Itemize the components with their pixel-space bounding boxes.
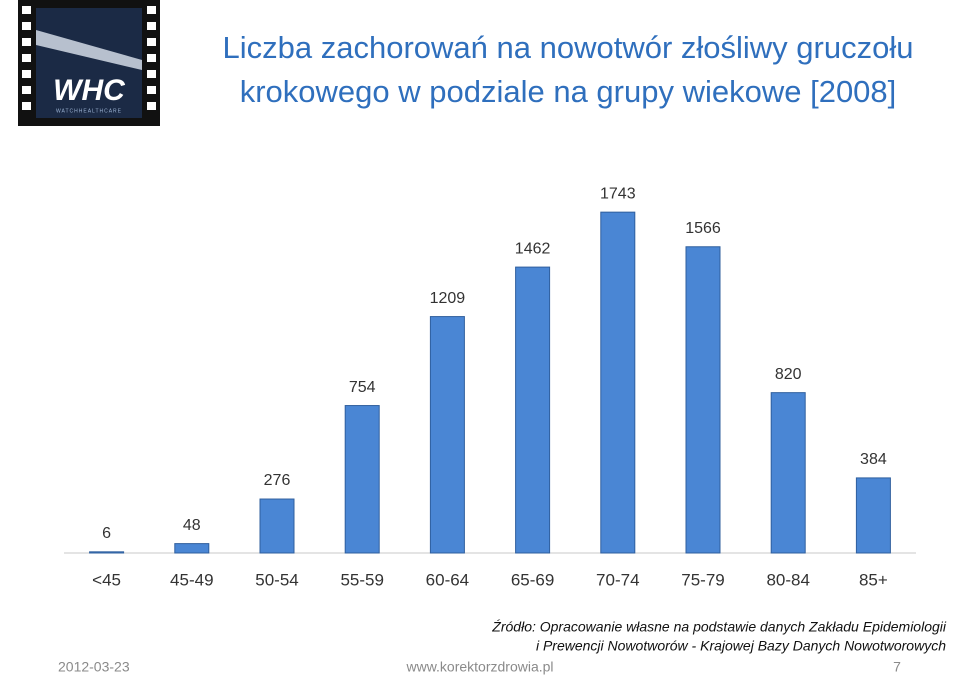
x-tick-label: <45: [92, 570, 121, 589]
value-label: 48: [183, 517, 201, 534]
x-tick-label: 85+: [859, 570, 888, 589]
bar: [259, 498, 295, 554]
x-tick-label: 75-79: [681, 570, 724, 589]
value-label: 1209: [430, 290, 466, 307]
bar: [344, 405, 380, 554]
x-tick-label: 45-49: [170, 570, 213, 589]
chart-title: Liczba zachorowań na nowotwór złośliwy g…: [223, 30, 914, 65]
logo-subtext: WATCHHEALTHCARE: [56, 108, 122, 114]
x-tick-label: 55-59: [340, 570, 383, 589]
x-tick-label: 50-54: [255, 570, 298, 589]
bar: [685, 246, 721, 554]
value-label: 1743: [600, 185, 636, 202]
logo: WHC WATCHHEALTHCARE: [18, 0, 160, 126]
value-label: 1566: [685, 220, 721, 237]
bar: [515, 266, 551, 554]
film-holes: [22, 6, 156, 110]
value-label: 6: [102, 525, 111, 542]
logo-text: WHC: [53, 74, 126, 107]
value-label: 1462: [515, 240, 551, 257]
bar: [174, 543, 210, 554]
footer-page: 7: [893, 659, 901, 675]
source-line: Źródło: Opracowanie własne na podstawie …: [491, 619, 947, 635]
logo-beam: [36, 30, 142, 70]
bar: [429, 316, 465, 554]
x-tick-label: 60-64: [426, 570, 469, 589]
x-tick-label: 80-84: [766, 570, 809, 589]
bar: [89, 551, 125, 554]
value-label: 754: [349, 379, 376, 396]
source-line: i Prewencji Nowotworów - Krajowej Bazy D…: [536, 638, 946, 654]
bar: [600, 211, 636, 554]
x-tick-label: 65-69: [511, 570, 554, 589]
footer-url: www.korektorzdrowia.pl: [405, 659, 553, 675]
value-label: 276: [264, 472, 291, 489]
bar: [855, 477, 891, 554]
bar: [770, 392, 806, 554]
value-label: 384: [860, 451, 887, 468]
chart-subtitle: krokowego w podziale na grupy wiekowe [2…: [240, 74, 897, 109]
x-tick-label: 70-74: [596, 570, 639, 589]
footer-date: 2012-03-23: [58, 659, 130, 675]
value-label: 820: [775, 366, 802, 383]
